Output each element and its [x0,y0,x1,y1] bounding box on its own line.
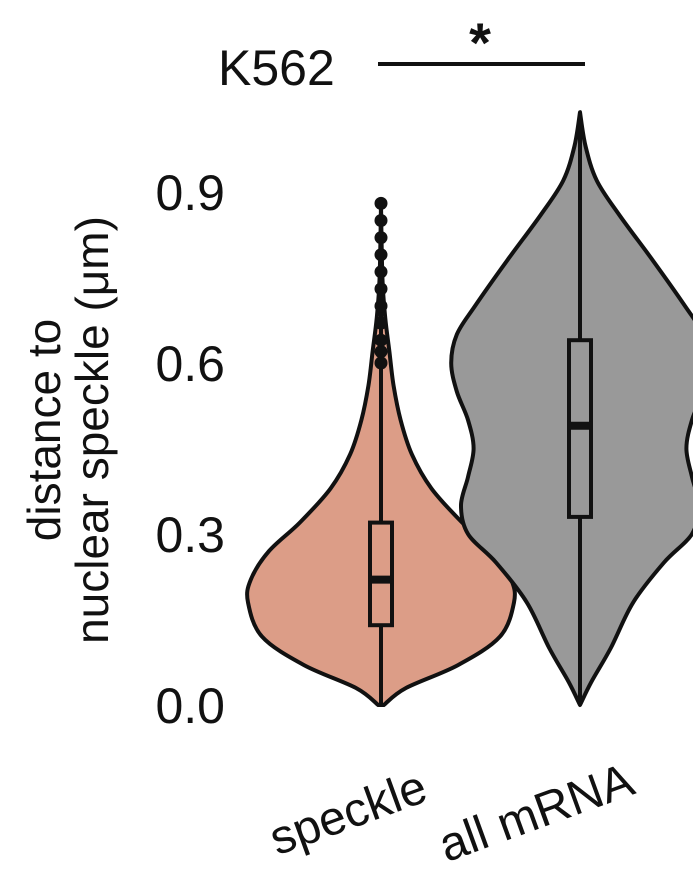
outlier-point-speckle-2 [374,333,388,347]
y-tick-label: 0.9 [155,165,225,221]
outlier-point-speckle-9 [374,214,388,227]
outlier-point-speckle-8 [374,231,388,245]
outlier-point-speckle-5 [374,282,388,296]
outlier-point-speckle-1 [374,345,388,359]
y-tick-label: 0.6 [155,336,225,392]
significance-marker: * [469,11,491,74]
y-axis-title-line-2: nuclear speckle (μm) [66,216,118,644]
y-tick-labels: 0.0 0.3 0.6 0.9 [155,165,225,734]
box-speckle [368,520,394,628]
y-tick-label: 0.3 [155,507,225,563]
outlier-point-speckle-4 [374,299,388,313]
y-tick-label: 0.0 [155,678,225,734]
outlier-point-speckle-10 [374,196,388,210]
violins [245,110,693,707]
chart-title: K562 [218,40,335,96]
x-category-label-all-mrna: all mRNA [432,754,641,873]
outlier-point-speckle-0 [374,356,388,370]
outlier-point-speckle-6 [374,265,388,279]
outlier-point-speckle-7 [374,248,388,262]
outlier-point-speckle-3 [374,316,388,330]
y-axis-title-line-1: distance to [18,319,70,541]
x-category-label-speckle: speckle [263,761,434,866]
